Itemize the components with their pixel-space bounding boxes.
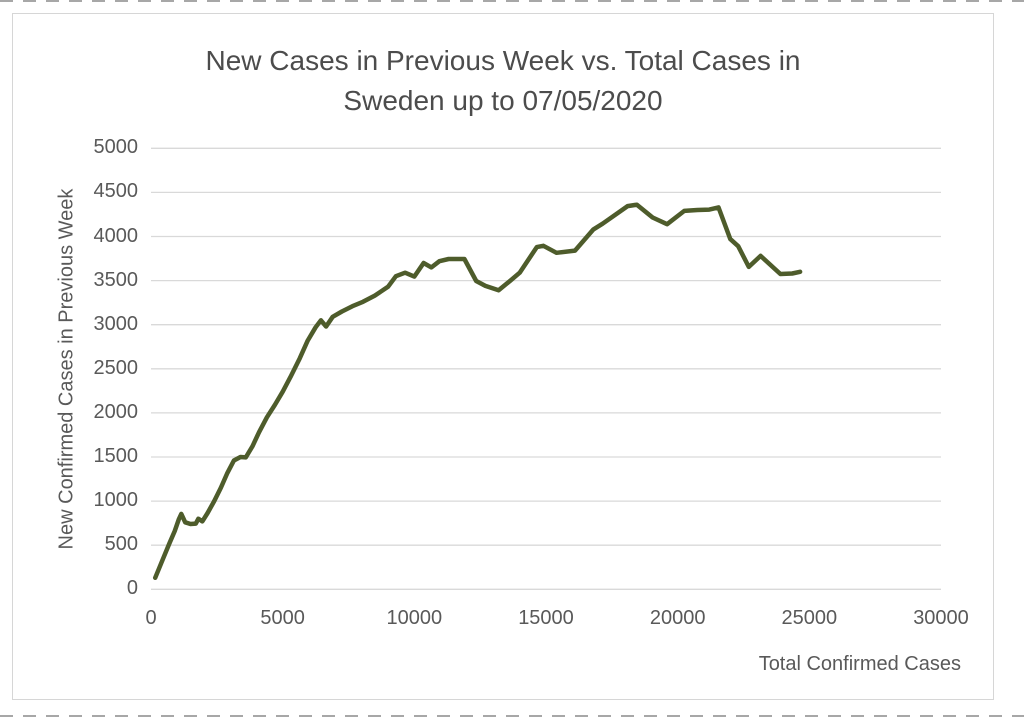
x-tick-label: 15000 <box>518 607 574 630</box>
y-axis-title: New Confirmed Cases in Previous Week <box>55 188 78 550</box>
y-tick-label: 1500 <box>93 445 139 467</box>
y-tick-label: 5000 <box>93 136 139 159</box>
y-tick-label: 2000 <box>93 400 139 423</box>
chart-title-line-2: Sweden up to 07/05/2020 <box>343 85 663 116</box>
trend-line <box>152 202 803 581</box>
chart-title: New Cases in Previous Week vs. Total Cas… <box>13 41 993 121</box>
x-tick-label: 20000 <box>649 607 706 630</box>
y-tick-label: 500 <box>104 533 138 556</box>
chart-title-line-1: New Cases in Previous Week vs. Total Cas… <box>205 45 801 76</box>
y-tick-label: 3000 <box>93 312 139 335</box>
x-tick-label: 25000 <box>781 607 838 630</box>
x-tick-label: 5000 <box>260 607 305 630</box>
y-tick-label: 3500 <box>93 268 139 291</box>
screen-edge-dashes-bottom <box>0 715 1024 717</box>
screen-edge-dashes-top <box>0 0 1024 2</box>
y-tick-label: 1000 <box>93 489 139 512</box>
x-tick-label: 0 <box>145 607 157 630</box>
x-axis-title: Total Confirmed Cases <box>758 653 961 675</box>
y-tick-label: 4500 <box>93 180 139 203</box>
y-tick-label: 2500 <box>93 356 139 379</box>
x-tick-label: 30000 <box>913 607 969 630</box>
chart-frame: New Cases in Previous Week vs. Total Cas… <box>12 13 994 700</box>
y-tick-label: 4000 <box>93 224 139 247</box>
x-tick-label: 10000 <box>386 607 443 630</box>
plot-area <box>151 147 941 590</box>
y-tick-label: 0 <box>126 577 138 600</box>
